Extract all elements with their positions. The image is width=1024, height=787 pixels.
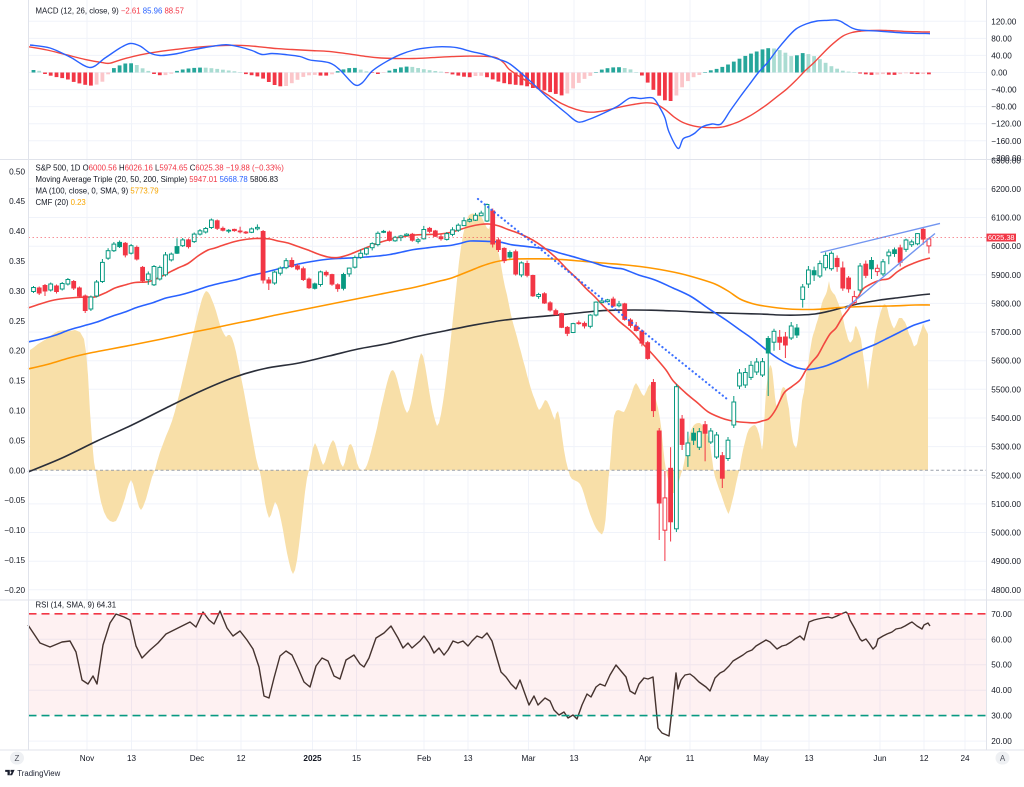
svg-text:5900.00: 5900.00: [991, 271, 1021, 280]
svg-text:0.25: 0.25: [9, 317, 25, 326]
svg-text:−120.00: −120.00: [991, 120, 1021, 129]
svg-text:−40.00: −40.00: [991, 86, 1017, 95]
svg-text:2025: 2025: [303, 754, 322, 763]
svg-text:24: 24: [960, 754, 970, 763]
svg-text:−0.20: −0.20: [4, 586, 25, 595]
svg-text:5700.00: 5700.00: [991, 328, 1021, 337]
svg-text:0.15: 0.15: [9, 377, 25, 386]
svg-text:20.00: 20.00: [991, 737, 1012, 746]
svg-text:80.00: 80.00: [991, 34, 1012, 43]
svg-text:13: 13: [569, 754, 579, 763]
svg-text:12: 12: [919, 754, 929, 763]
svg-text:A: A: [1000, 754, 1006, 763]
svg-text:15: 15: [352, 754, 362, 763]
svg-text:5600.00: 5600.00: [991, 357, 1021, 366]
svg-text:MACD (12, 26, close, 9) −2.61: MACD (12, 26, close, 9) −2.61 85.96 88.5…: [36, 7, 184, 16]
svg-text:5500.00: 5500.00: [991, 385, 1021, 394]
svg-text:−160.00: −160.00: [991, 137, 1021, 146]
svg-text:13: 13: [127, 754, 137, 763]
svg-text:Jun: Jun: [873, 754, 887, 763]
svg-text:0.10: 0.10: [9, 407, 25, 416]
svg-text:50.00: 50.00: [991, 661, 1012, 670]
svg-text:5000.00: 5000.00: [991, 529, 1021, 538]
svg-text:6300.00: 6300.00: [991, 156, 1021, 165]
svg-text:5200.00: 5200.00: [991, 471, 1021, 480]
svg-text:0.30: 0.30: [9, 287, 25, 296]
svg-text:0.50: 0.50: [9, 167, 25, 176]
svg-text:0.05: 0.05: [9, 436, 25, 445]
svg-text:−0.15: −0.15: [4, 556, 25, 565]
svg-text:0.00: 0.00: [9, 466, 25, 475]
svg-text:6100.00: 6100.00: [991, 214, 1021, 223]
svg-text:MA (100, close, 0, SMA, 9) 577: MA (100, close, 0, SMA, 9) 5773.79: [36, 187, 159, 196]
svg-text:CMF (20) 0.23: CMF (20) 0.23: [36, 198, 86, 207]
svg-text:Dec: Dec: [190, 754, 205, 763]
svg-text:−0.10: −0.10: [4, 526, 25, 535]
svg-text:Z: Z: [15, 754, 20, 763]
svg-text:Apr: Apr: [639, 754, 652, 763]
svg-text:−200.00: −200.00: [991, 154, 1021, 163]
svg-text:−0.05: −0.05: [4, 496, 25, 505]
svg-text:Nov: Nov: [80, 754, 95, 763]
svg-text:30.00: 30.00: [991, 712, 1012, 721]
svg-text:120.00: 120.00: [991, 17, 1016, 26]
svg-text:Mar: Mar: [521, 754, 535, 763]
svg-text:40.00: 40.00: [991, 686, 1012, 695]
svg-text:11: 11: [686, 754, 695, 763]
svg-text:Feb: Feb: [417, 754, 432, 763]
svg-text:12: 12: [236, 754, 246, 763]
svg-text:6025.38: 6025.38: [988, 233, 1015, 242]
svg-text:0.45: 0.45: [9, 197, 25, 206]
svg-text:0.40: 0.40: [9, 227, 25, 236]
svg-text:0.20: 0.20: [9, 347, 25, 356]
svg-text:May: May: [753, 754, 769, 763]
svg-text:6200.00: 6200.00: [991, 185, 1021, 194]
svg-text:13: 13: [463, 754, 473, 763]
svg-text:−80.00: −80.00: [991, 103, 1017, 112]
svg-text:0.00: 0.00: [991, 69, 1007, 78]
svg-text:40.00: 40.00: [991, 51, 1012, 60]
svg-text:4900.00: 4900.00: [991, 557, 1021, 566]
svg-text:0.35: 0.35: [9, 257, 25, 266]
svg-text:6000.00: 6000.00: [991, 242, 1021, 251]
svg-text:5100.00: 5100.00: [991, 500, 1021, 509]
svg-text:RSI (14, SMA, 9) 64.31: RSI (14, SMA, 9) 64.31: [36, 601, 117, 610]
svg-text:5800.00: 5800.00: [991, 299, 1021, 308]
svg-text:S&P 500, 1D O6000.56 H6026.16: S&P 500, 1D O6000.56 H6026.16 L5974.65 C…: [36, 164, 285, 173]
svg-text:5300.00: 5300.00: [991, 443, 1021, 452]
svg-text:13: 13: [804, 754, 814, 763]
svg-text:TradingView: TradingView: [17, 769, 60, 778]
svg-text:4800.00: 4800.00: [991, 586, 1021, 595]
svg-text:60.00: 60.00: [991, 635, 1012, 644]
svg-text:70.00: 70.00: [991, 610, 1012, 619]
svg-text:5400.00: 5400.00: [991, 414, 1021, 423]
svg-text:Moving Average Triple (20, 50,: Moving Average Triple (20, 50, 200, Simp…: [36, 175, 279, 184]
